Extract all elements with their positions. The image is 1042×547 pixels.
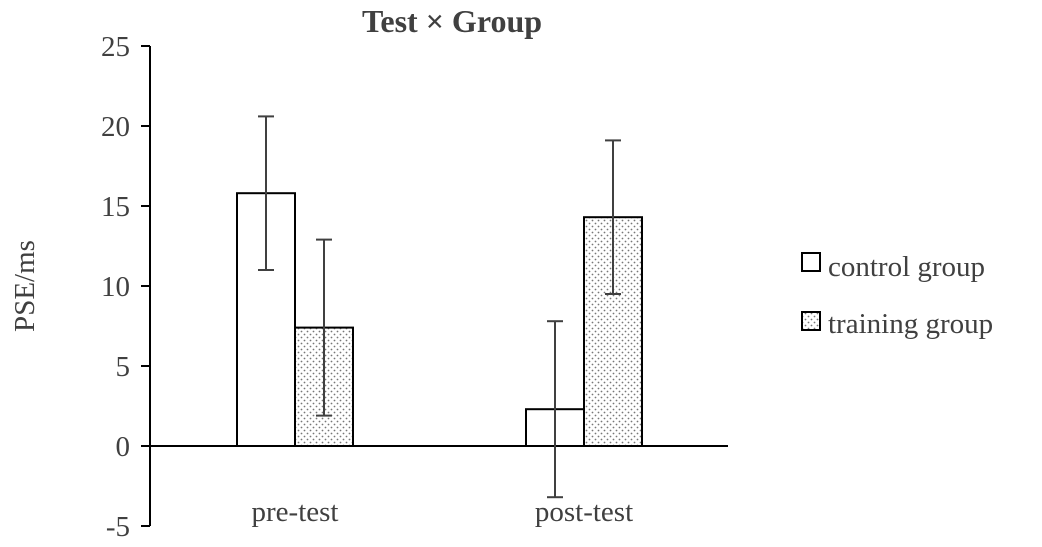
legend-label-control-group: control group bbox=[828, 251, 985, 283]
chart-title: Test × Group bbox=[362, 3, 542, 39]
legend-label-training-group: training group bbox=[828, 308, 993, 340]
y-tick-label: 15 bbox=[101, 191, 130, 223]
x-tick-label: pre-test bbox=[252, 496, 339, 528]
legend: control group training group bbox=[801, 251, 993, 340]
y-tick-label: 5 bbox=[116, 351, 131, 383]
y-tick-label: 25 bbox=[101, 31, 130, 63]
y-axis-label: PSE/ms bbox=[9, 240, 41, 332]
legend-swatch-training-group bbox=[801, 311, 821, 331]
x-ticks: pre-test post-test bbox=[252, 496, 634, 528]
y-tick-label: 10 bbox=[101, 271, 130, 303]
error-bars bbox=[258, 115, 621, 499]
x-tick-label: post-test bbox=[535, 496, 633, 528]
bars bbox=[236, 192, 643, 448]
y-tick-label: 20 bbox=[101, 111, 130, 143]
y-tick-label: -5 bbox=[106, 511, 130, 542]
legend-swatch-control-group bbox=[801, 252, 821, 272]
y-ticks: 25 20 15 10 5 0 -5 bbox=[101, 31, 150, 543]
y-tick-label: 0 bbox=[116, 431, 131, 463]
